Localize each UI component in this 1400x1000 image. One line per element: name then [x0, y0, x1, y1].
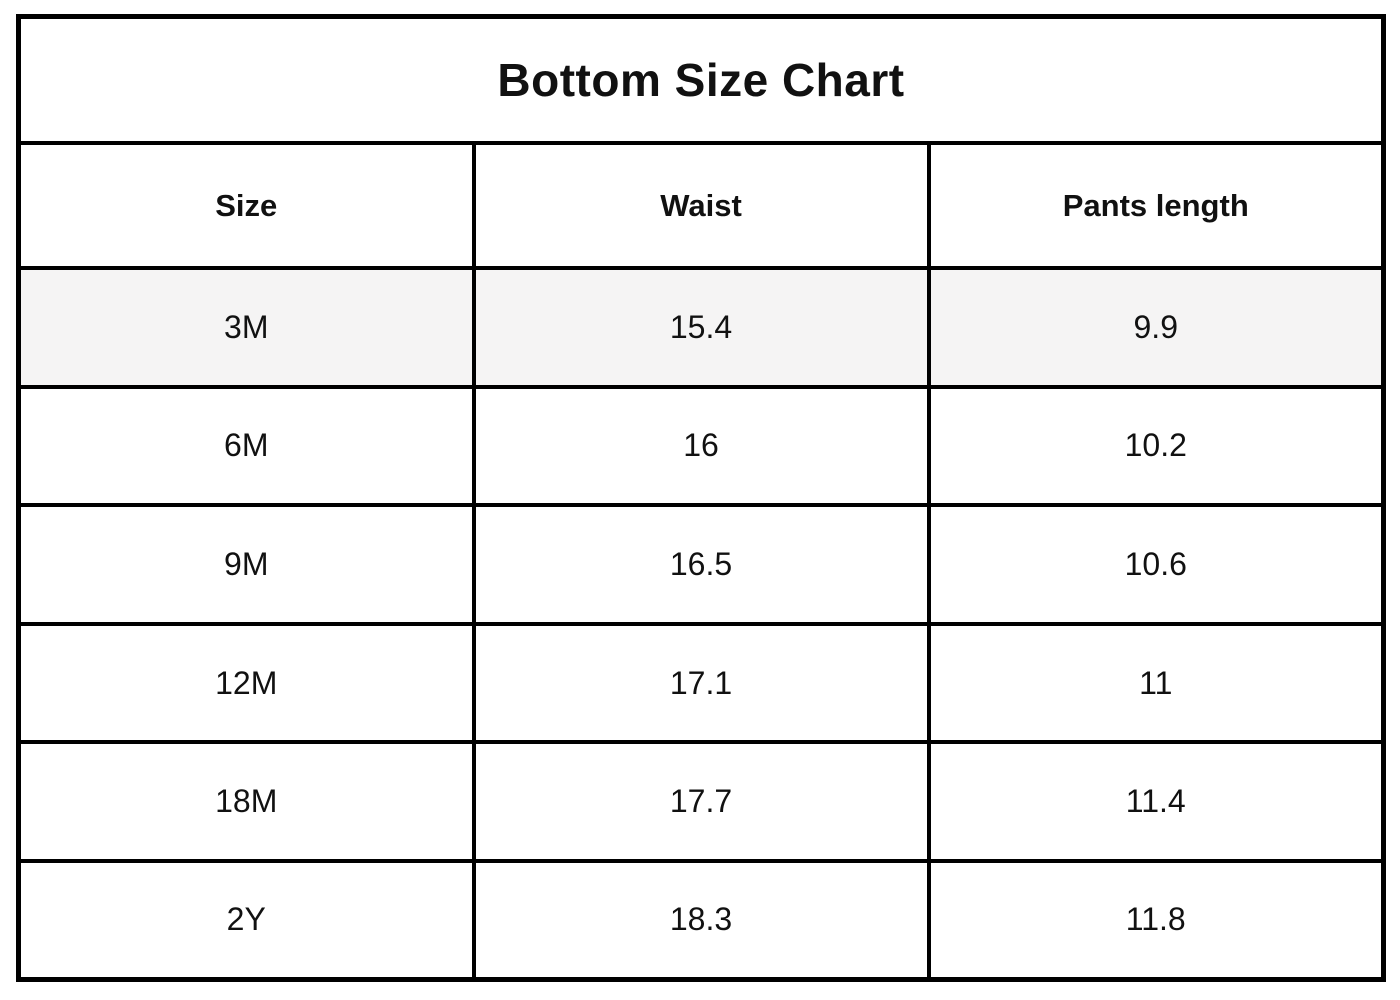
cell-size: 12M: [16, 621, 476, 745]
cell-pants-length: 10.6: [926, 503, 1386, 626]
page-title: Bottom Size Chart: [16, 14, 1386, 146]
table-row: 3M 15.4 9.9: [16, 266, 1386, 389]
cell-waist: 16.5: [471, 503, 931, 626]
table-row: 18M 17.7 11.4: [16, 740, 1386, 863]
column-header-waist: Waist: [471, 141, 931, 271]
cell-size: 9M: [16, 503, 476, 626]
cell-waist: 15.4: [471, 266, 931, 389]
table-row: 6M 16 10.2: [16, 384, 1386, 508]
column-header-size: Size: [16, 141, 476, 271]
cell-size: 18M: [16, 740, 476, 863]
table-row: 9M 16.5 10.6: [16, 503, 1386, 626]
table-row: 12M 17.1 11: [16, 621, 1386, 745]
cell-waist: 18.3: [471, 858, 931, 982]
cell-waist: 16: [471, 384, 931, 508]
title-row: Bottom Size Chart: [16, 14, 1386, 146]
cell-pants-length: 11.8: [926, 858, 1386, 982]
cell-pants-length: 11: [926, 621, 1386, 745]
cell-waist: 17.1: [471, 621, 931, 745]
cell-pants-length: 11.4: [926, 740, 1386, 863]
column-header-row: Size Waist Pants length: [16, 141, 1386, 271]
table-row: 2Y 18.3 11.8: [16, 858, 1386, 982]
cell-size: 6M: [16, 384, 476, 508]
cell-pants-length: 10.2: [926, 384, 1386, 508]
cell-size: 3M: [16, 266, 476, 389]
cell-size: 2Y: [16, 858, 476, 982]
bottom-size-chart-table: Bottom Size Chart Size Waist Pants lengt…: [16, 14, 1386, 982]
cell-waist: 17.7: [471, 740, 931, 863]
cell-pants-length: 9.9: [926, 266, 1386, 389]
column-header-pants-length: Pants length: [926, 141, 1386, 271]
